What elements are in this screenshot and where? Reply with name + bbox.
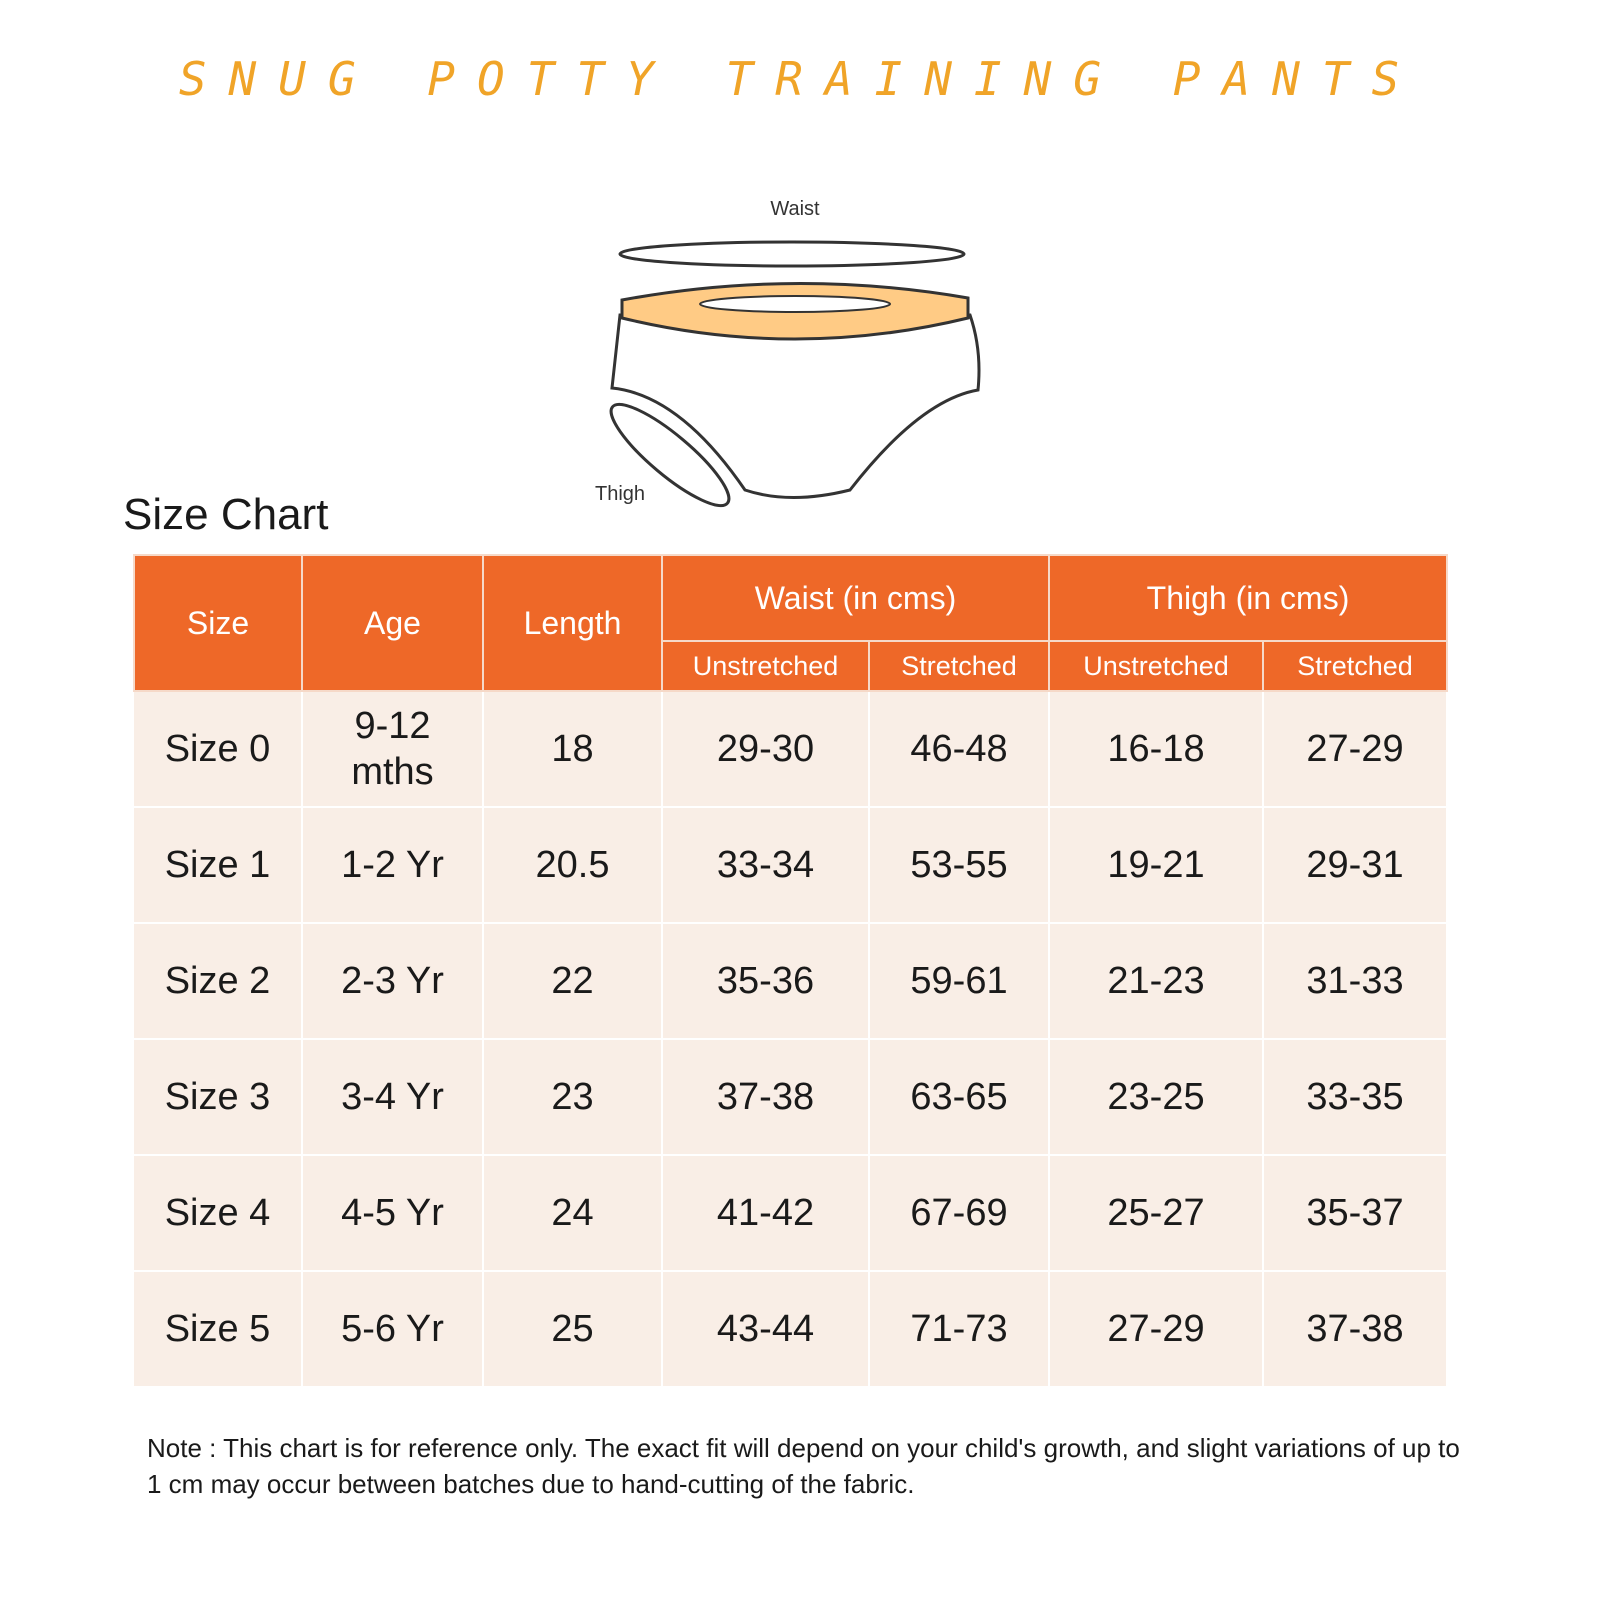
note-text: Note : This chart is for reference only.… [147,1433,1460,1499]
cell-size: Size 2 [134,923,303,1040]
table-row: Size 5 5-6 Yr 25 43-44 71-73 27-29 37-38 [134,1271,1449,1388]
cell-waist-unstretched: 29-30 [662,691,870,808]
waist-label: Waist [770,198,820,220]
cell-length: 25 [483,1271,663,1388]
subheader-thigh-stretched: Stretched [1261,640,1449,692]
cell-length: 23 [483,1039,663,1156]
header-age: Age [301,554,484,692]
cell-length: 24 [483,1155,663,1272]
table-row: Size 3 3-4 Yr 23 37-38 63-65 23-25 33-35 [134,1039,1449,1156]
cell-thigh-stretched: 37-38 [1263,1271,1449,1388]
cell-thigh-stretched: 27-29 [1263,691,1449,808]
cell-waist-stretched: 59-61 [869,923,1050,1040]
cell-waist-stretched: 46-48 [869,691,1050,808]
cell-thigh-unstretched: 19-21 [1049,807,1264,924]
cell-thigh-unstretched: 27-29 [1049,1271,1264,1388]
cell-age: 3-4 Yr [302,1039,484,1156]
table-row: Size 4 4-5 Yr 24 41-42 67-69 25-27 35-37 [134,1155,1449,1272]
cell-waist-unstretched: 33-34 [662,807,870,924]
cell-length: 18 [483,691,663,808]
cell-waist-stretched: 67-69 [869,1155,1050,1272]
cell-size: Size 1 [134,807,303,924]
subheader-waist-stretched: Stretched [868,640,1050,692]
table-row: Size 0 9-12 mths 18 29-30 46-48 16-18 27-29 [134,691,1449,808]
cell-waist-stretched: 53-55 [869,807,1050,924]
cell-size: Size 4 [134,1155,303,1272]
cell-age: 1-2 Yr [302,807,484,924]
table-row: Size 1 1-2 Yr 20.5 33-34 53-55 19-21 29-31 [134,807,1449,924]
subheader-thigh-unstretched: Unstretched [1048,640,1264,692]
training-pants-illustration: Waist Thigh [595,198,981,508]
cell-waist-stretched: 63-65 [869,1039,1050,1156]
cell-waist-unstretched: 35-36 [662,923,870,1040]
cell-waist-stretched: 71-73 [869,1271,1050,1388]
cell-age: 2-3 Yr [302,923,484,1040]
cell-thigh-unstretched: 16-18 [1049,691,1264,808]
cell-age: 9-12 mths [302,691,484,808]
subheader-waist-unstretched: Unstretched [661,640,870,692]
cell-thigh-unstretched: 23-25 [1049,1039,1264,1156]
size-chart-heading: Size Chart [123,490,329,539]
pants-body [610,313,981,499]
cell-age: 4-5 Yr [302,1155,484,1272]
cell-thigh-stretched: 35-37 [1263,1155,1449,1272]
thigh-label: Thigh [595,483,645,505]
cell-thigh-unstretched: 21-23 [1049,923,1264,1040]
header-waist: Waist (in cms) [661,554,1050,642]
cell-thigh-stretched: 33-35 [1263,1039,1449,1156]
cell-waist-unstretched: 43-44 [662,1271,870,1388]
waistband-opening [699,295,891,313]
cell-waist-unstretched: 37-38 [662,1039,870,1156]
table-row: Size 2 2-3 Yr 22 35-36 59-61 21-23 31-33 [134,923,1449,1040]
cell-thigh-unstretched: 25-27 [1049,1155,1264,1272]
header-size: Size [133,554,303,692]
size-chart-table: Size Age Length Waist (in cms) Thigh (in… [133,554,1449,1388]
cell-waist-unstretched: 41-42 [662,1155,870,1272]
thigh-ring [609,402,731,508]
header-length: Length [482,554,663,692]
page-title: SNUG POTTY TRAINING PANTS [178,52,1422,106]
cell-size: Size 5 [134,1271,303,1388]
header-thigh: Thigh (in cms) [1047,554,1449,642]
cell-length: 22 [483,923,663,1040]
cell-size: Size 0 [134,691,303,808]
cell-age: 5-6 Yr [302,1271,484,1388]
cell-length: 20.5 [483,807,663,924]
cell-size: Size 3 [134,1039,303,1156]
waist-ring [618,240,966,268]
cell-thigh-stretched: 29-31 [1263,807,1449,924]
cell-thigh-stretched: 31-33 [1263,923,1449,1040]
